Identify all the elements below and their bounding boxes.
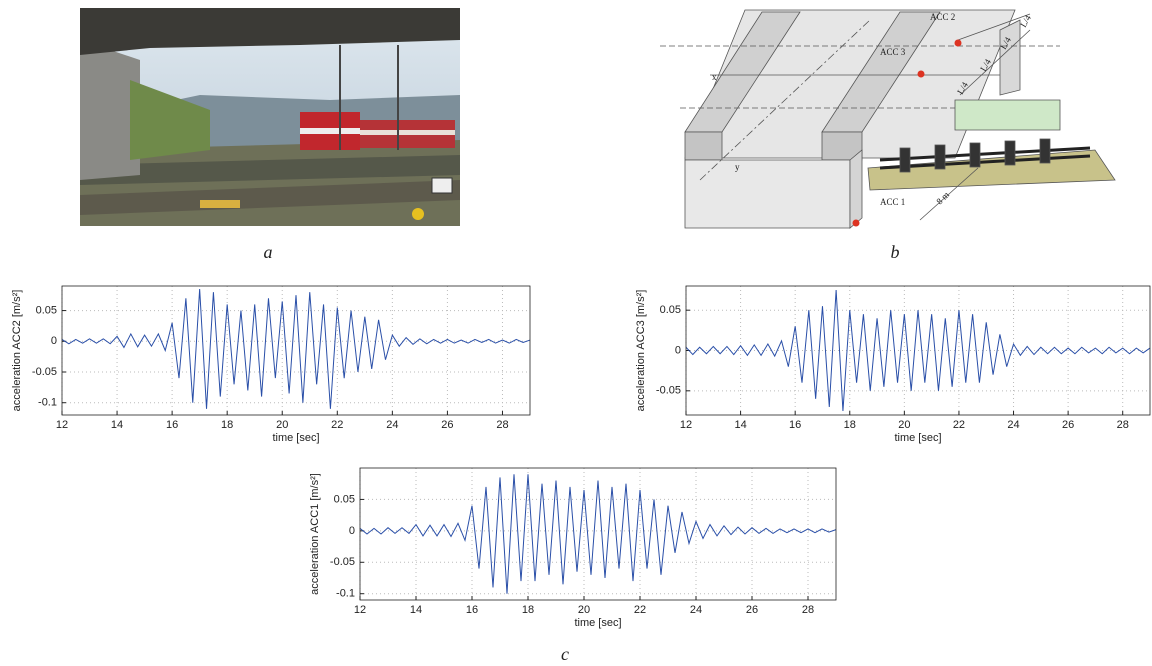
x-tick-label: 16 xyxy=(166,419,178,431)
axis-label: x xyxy=(712,72,717,82)
y-tick-label: 0 xyxy=(51,335,57,347)
y-tick-label: -0.05 xyxy=(330,556,355,568)
x-axis-label: time [sec] xyxy=(272,432,319,444)
x-tick-label: 22 xyxy=(331,419,343,431)
x-tick-label: 22 xyxy=(634,604,646,616)
x-axis-label: time [sec] xyxy=(574,617,621,629)
x-tick-label: 26 xyxy=(441,419,453,431)
y-tick-label: 0.05 xyxy=(334,493,355,505)
x-tick-label: 14 xyxy=(734,419,746,431)
sensor-label: ACC 1 xyxy=(880,197,905,207)
x-tick-label: 12 xyxy=(680,419,692,431)
x-tick-label: 14 xyxy=(111,419,123,431)
signal-line xyxy=(61,289,531,409)
x-axis-label: time [sec] xyxy=(894,432,941,444)
length-label: 8 m xyxy=(934,190,951,207)
x-tick-label: 20 xyxy=(898,419,910,431)
y-tick-label: 0 xyxy=(675,344,681,356)
panel-label: c xyxy=(561,644,569,664)
x-tick-label: 22 xyxy=(953,419,965,431)
x-tick-label: 12 xyxy=(354,604,366,616)
x-tick-label: 18 xyxy=(522,604,534,616)
x-tick-label: 20 xyxy=(276,419,288,431)
plot-area xyxy=(62,286,530,415)
axes-frame xyxy=(359,467,837,601)
x-tick-label: 24 xyxy=(386,419,398,431)
x-tick-label: 26 xyxy=(746,604,758,616)
y-tick-label: -0.05 xyxy=(656,385,681,397)
sensor-label: ACC 3 xyxy=(880,47,906,57)
x-tick-label: 24 xyxy=(1007,419,1019,431)
x-tick-label: 26 xyxy=(1062,419,1074,431)
signal-line xyxy=(685,290,1151,412)
y-tick-label: 0.05 xyxy=(660,304,681,316)
y-axis-label: acceleration ACC2 [m/s²] xyxy=(11,290,23,412)
panel-label: b xyxy=(891,242,900,262)
x-tick-label: 20 xyxy=(578,604,590,616)
y-tick-label: 0.05 xyxy=(36,304,57,316)
y-tick-label: 0 xyxy=(349,525,355,537)
y-axis-label: acceleration ACC3 [m/s²] xyxy=(635,290,647,412)
x-tick-label: 18 xyxy=(221,419,233,431)
x-tick-label: 24 xyxy=(690,604,702,616)
y-tick-label: -0.1 xyxy=(38,397,57,409)
plot-area xyxy=(360,468,836,600)
y-tick-label: -0.1 xyxy=(336,588,355,600)
y-tick-label: -0.05 xyxy=(32,366,57,378)
y-axis-label: acceleration ACC1 [m/s²] xyxy=(309,473,321,595)
signal-line xyxy=(359,474,837,594)
photo xyxy=(80,8,460,226)
x-tick-label: 16 xyxy=(789,419,801,431)
x-tick-label: 18 xyxy=(844,419,856,431)
axes-frame xyxy=(61,285,531,416)
x-tick-label: 28 xyxy=(1117,419,1129,431)
x-tick-label: 12 xyxy=(56,419,68,431)
x-tick-label: 16 xyxy=(466,604,478,616)
bridge-diagram xyxy=(660,9,1116,229)
x-tick-label: 28 xyxy=(802,604,814,616)
panel-label: a xyxy=(264,242,273,262)
x-tick-label: 28 xyxy=(496,419,508,431)
sensor-label: ACC 2 xyxy=(930,12,955,22)
axes-frame xyxy=(685,285,1151,416)
x-tick-label: 14 xyxy=(410,604,422,616)
axis-label: y xyxy=(735,162,740,172)
